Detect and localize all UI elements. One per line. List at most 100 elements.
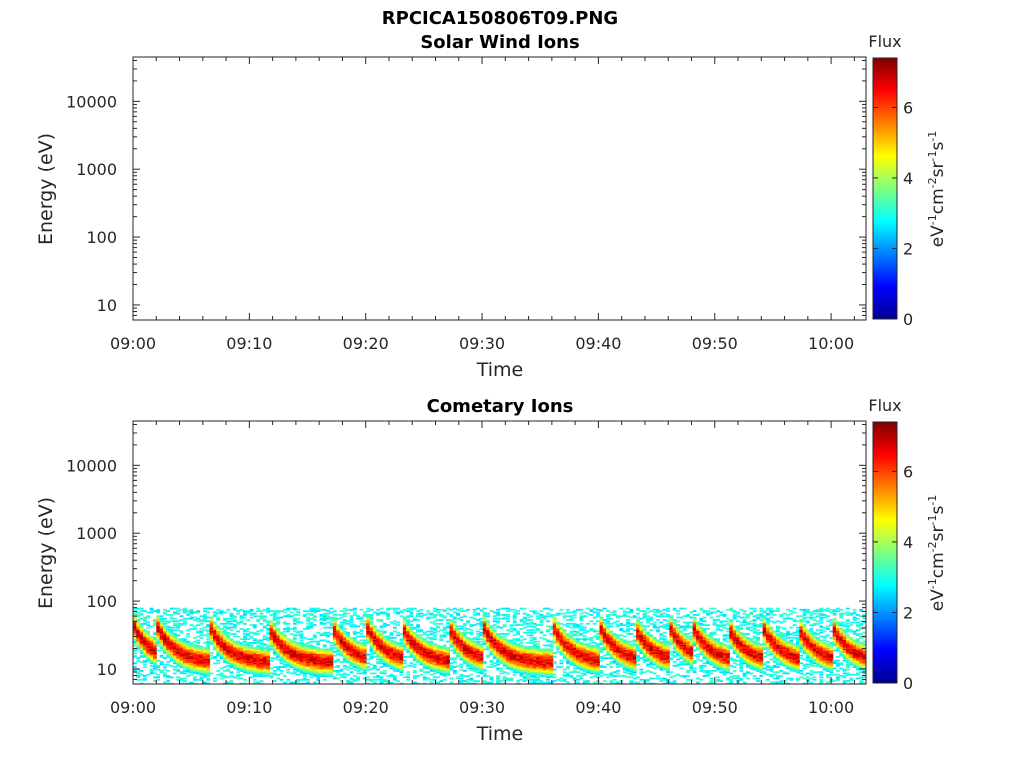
- heatmap-cell: [552, 622, 557, 625]
- heatmap-cell: [296, 654, 301, 657]
- heatmap-cell: [406, 645, 410, 648]
- heatmap-cell: [589, 670, 594, 672]
- heatmap-cell: [442, 650, 447, 653]
- heatmap-cell: [216, 648, 221, 651]
- heatmap-cell: [566, 650, 570, 653]
- heatmap-cell: [282, 634, 287, 637]
- heatmap-cell: [332, 640, 337, 643]
- heatmap-cell: [316, 640, 321, 643]
- heatmap-cell: [256, 633, 261, 635]
- heatmap-cell: [442, 647, 447, 649]
- heatmap-cell: [366, 616, 370, 619]
- heatmap-cell: [422, 656, 427, 658]
- heatmap-cell: [392, 678, 397, 681]
- heatmap-cell: [549, 608, 554, 611]
- heatmap-cell: [429, 658, 434, 661]
- heatmap-cell: [156, 625, 161, 628]
- heatmap-cell: [316, 676, 321, 679]
- heatmap-cell: [422, 644, 427, 647]
- heatmap-cell: [449, 625, 454, 628]
- heatmap-cell: [439, 662, 444, 665]
- heatmap-cell: [133, 607, 137, 610]
- heatmap-cell: [339, 649, 344, 652]
- heatmap-cell: [299, 630, 304, 633]
- heatmap-cell: [133, 639, 137, 642]
- heatmap-cell: [522, 657, 527, 660]
- heatmap-cell: [359, 662, 364, 665]
- heatmap-cell: [386, 647, 390, 649]
- heatmap-cell: [472, 636, 477, 639]
- heatmap-cell: [276, 654, 281, 657]
- heatmap-cell: [183, 610, 187, 612]
- heatmap-cell: [576, 643, 580, 646]
- heatmap-cell: [542, 649, 547, 652]
- heatmap-cell: [572, 625, 577, 628]
- heatmap-cell: [589, 608, 594, 611]
- heatmap-cell: [409, 608, 414, 611]
- heatmap-cell: [579, 647, 584, 649]
- heatmap-cell: [173, 612, 177, 615]
- heatmap-cell: [173, 662, 177, 665]
- heatmap-cell: [196, 654, 201, 657]
- heatmap-cell: [312, 649, 317, 652]
- heatmap-cell: [163, 648, 167, 651]
- heatmap-cell: [309, 607, 314, 610]
- heatmap-cell: [346, 666, 350, 668]
- heatmap-cell: [362, 654, 367, 657]
- heatmap-cell: [276, 652, 281, 654]
- heatmap-cell: [279, 645, 284, 648]
- heatmap-cell: [296, 656, 301, 658]
- heatmap-cell: [229, 672, 234, 675]
- heatmap-cell: [209, 657, 214, 660]
- heatmap-cell: [189, 668, 194, 671]
- heatmap-cell: [392, 677, 397, 680]
- heatmap-cell: [496, 612, 500, 615]
- heatmap-cell: [429, 656, 434, 658]
- heatmap-cell: [339, 631, 344, 634]
- heatmap-cell: [556, 635, 560, 638]
- heatmap-cell: [489, 645, 494, 648]
- heatmap-cell: [512, 652, 517, 654]
- heatmap-cell: [256, 652, 261, 654]
- heatmap-cell: [326, 661, 330, 663]
- heatmap-cell: [406, 607, 410, 610]
- heatmap-cell: [149, 652, 154, 654]
- heatmap-cell: [153, 662, 157, 665]
- heatmap-cell: [302, 653, 307, 656]
- heatmap-cell: [193, 659, 197, 662]
- heatmap-cell: [346, 649, 350, 652]
- heatmap-cell: [299, 639, 304, 642]
- heatmap-cell: [223, 656, 227, 658]
- heatmap-cell: [282, 630, 287, 633]
- heatmap-cell: [486, 656, 490, 658]
- heatmap-cell: [206, 675, 211, 677]
- heatmap-cell: [576, 625, 580, 628]
- heatmap-cell: [179, 648, 184, 651]
- heatmap-cell: [336, 629, 340, 632]
- heatmap-cell: [386, 615, 390, 618]
- heatmap-cell: [179, 644, 184, 647]
- heatmap-cell: [352, 624, 357, 626]
- heatmap-cell: [476, 648, 480, 651]
- heatmap-cell: [466, 664, 470, 667]
- heatmap-cell: [582, 654, 587, 657]
- heatmap-cell: [143, 644, 147, 647]
- heatmap-cell: [316, 672, 321, 675]
- heatmap-cell: [482, 638, 487, 640]
- heatmap-cell: [199, 648, 204, 651]
- heatmap-cell: [589, 662, 594, 665]
- heatmap-cell: [139, 626, 144, 629]
- heatmap-cell: [546, 653, 550, 656]
- heatmap-cell: [506, 614, 510, 616]
- heatmap-cell: [292, 657, 297, 660]
- heatmap-cell: [452, 628, 457, 630]
- heatmap-cell: [203, 607, 207, 610]
- heatmap-cell: [546, 678, 550, 681]
- heatmap-cell: [496, 661, 500, 663]
- colorbar-tick-label: 2: [903, 239, 913, 258]
- heatmap-cell: [526, 649, 530, 652]
- heatmap-cell: [386, 654, 390, 657]
- heatmap-cell: [229, 652, 234, 654]
- heatmap-cell: [289, 656, 294, 658]
- heatmap-cell: [282, 659, 287, 662]
